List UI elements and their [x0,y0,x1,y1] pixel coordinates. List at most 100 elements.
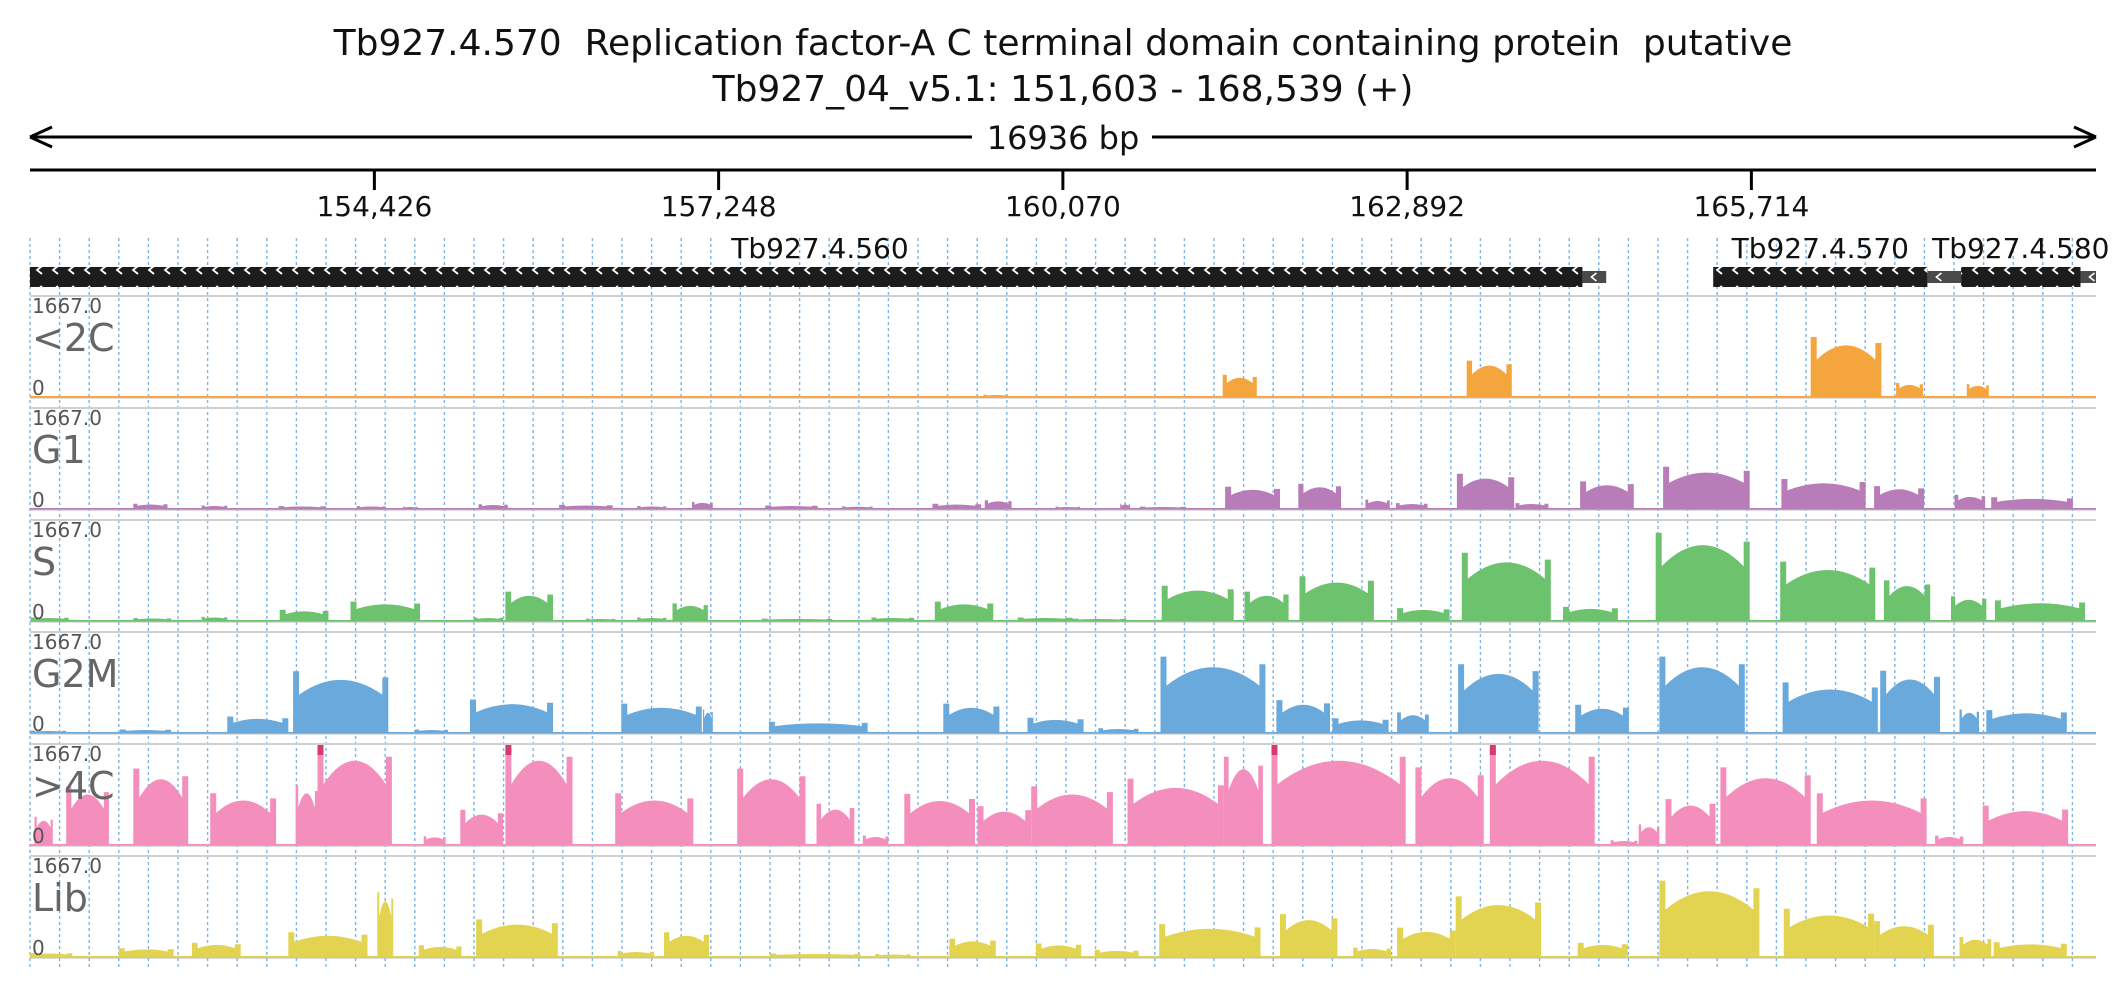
coverage-peak [816,803,855,845]
coverage-peak [1563,606,1618,621]
gene-utr [1582,271,1607,283]
coverage-peak [617,951,655,957]
coverage-peak [1515,503,1549,509]
coverage-peak [1580,481,1634,509]
coverage-peak [1665,799,1716,845]
coverage-peak [1783,908,1875,957]
coverage-peak [227,716,289,733]
coverage-peak [1575,704,1629,733]
coverage-peak [1655,532,1750,621]
clip-marker [1271,745,1278,755]
coverage-peak [1127,778,1224,845]
track-ymin-label: 0 [32,488,45,512]
coverage-peak [1332,718,1389,733]
coverage-peak [1489,747,1595,845]
coverage-peak [768,721,868,733]
coverage-peak [1365,499,1390,509]
coverage-peak [1098,728,1139,733]
coverage-peak [133,768,189,845]
coverage-peak [1880,670,1940,733]
coverage-peak [1353,947,1391,957]
coverage-peak [737,768,806,845]
coverage-peak [1935,835,1964,845]
coverage-peak [1966,384,1989,397]
coverage-peak [943,703,1000,733]
track-ymin-label: 0 [32,824,45,848]
coverage-peak [470,699,553,733]
coverage-peak [1577,942,1628,957]
coverage-peak [476,919,558,957]
clip-marker [1489,745,1496,755]
grid-lines [29,238,2074,967]
coverage-peak [34,816,53,845]
coverage-peak [423,836,446,845]
coverage-peak [1782,682,1878,733]
coverage-peak [1161,585,1234,621]
coverage-peak [1120,503,1130,509]
coverage-peak [692,501,713,509]
track-2: 1667.0S 0 [30,518,2096,624]
gene-strand-chevrons [1961,267,2081,287]
coverage-peak [1663,466,1750,509]
track-name-label: G1 [32,428,86,472]
arrow-left-head [29,125,53,149]
coverage-peak [934,601,994,621]
coverage-peak [191,942,241,957]
coverage-peak [1993,942,2067,957]
chart-title: Tb927.4.570 Replication factor-A C termi… [333,23,1793,64]
coverage-peak [295,785,318,845]
coverage-peak [1982,805,2069,845]
coverage-peak [1959,709,1979,733]
gene-strand-chevrons [1713,267,1928,287]
coverage-peak [1810,337,1882,397]
gene-label: Tb927.4.570 [1731,232,1909,265]
coverage-peak [133,503,168,509]
utr-chevron [1935,272,1942,282]
clip-marker [505,745,512,755]
coverage-tracks: 1667.0<2C01667.0G101667.0S01667.0G2M0166… [29,294,2096,960]
track-ymax-label: 1667.0 [32,630,102,654]
track-name-label: <2C [32,316,115,360]
coverage-peak [1397,927,1456,957]
track-ymin-label: 0 [32,376,45,400]
track-ymax-label: 1667.0 [32,294,102,318]
track-ymax-label: 1667.0 [32,406,102,430]
coordinate-ruler: 16936 bp [29,119,2097,172]
clip-marker [317,745,324,755]
coverage-peak [904,793,975,845]
track-ymin-label: 0 [32,936,45,960]
coverage-peak [862,835,889,845]
track-0: 1667.0<2C 0 [30,294,2096,400]
axis-tick-label: 160,070 [1005,190,1121,223]
track-name-label: G2M [32,652,118,696]
axis-tick-label: 162,892 [1349,190,1465,223]
chart-subtitle: Tb927_04_v5.1: 151,603 - 168,539 (+) [712,69,1414,110]
coverage-peak [1299,576,1374,621]
coverage-peak [505,591,553,621]
track-ymax-label: 1667.0 [32,742,102,766]
coverage-peak [1959,937,1992,957]
coverage-peak [350,601,420,621]
coverage-peak [1397,712,1429,733]
coverage-peak [505,747,573,845]
coverage-peak [1027,717,1084,733]
coverage-peak [672,603,708,621]
coverage-peak [377,892,394,957]
coverage-peak [977,806,1032,845]
coverage-peak [664,932,710,957]
coverage-peak [615,793,694,845]
coverage-peak [1883,580,1931,621]
coverage-peak [1720,767,1811,845]
gene-track: Tb927.4.560 Tb927.4.570 Tb927.4.580 [30,232,2109,287]
coverage-peak [1458,664,1539,733]
coverage-peak [1874,486,1925,509]
arrow-right-head [2073,125,2097,149]
coverage-peak [210,793,277,845]
coverage-peak [1461,552,1551,621]
coverage-peak [66,786,109,845]
coverage-peak [1991,497,2073,509]
coverage-peak [1874,921,1934,957]
coverage-peak [984,500,1012,509]
coverage-peak [1638,824,1660,845]
